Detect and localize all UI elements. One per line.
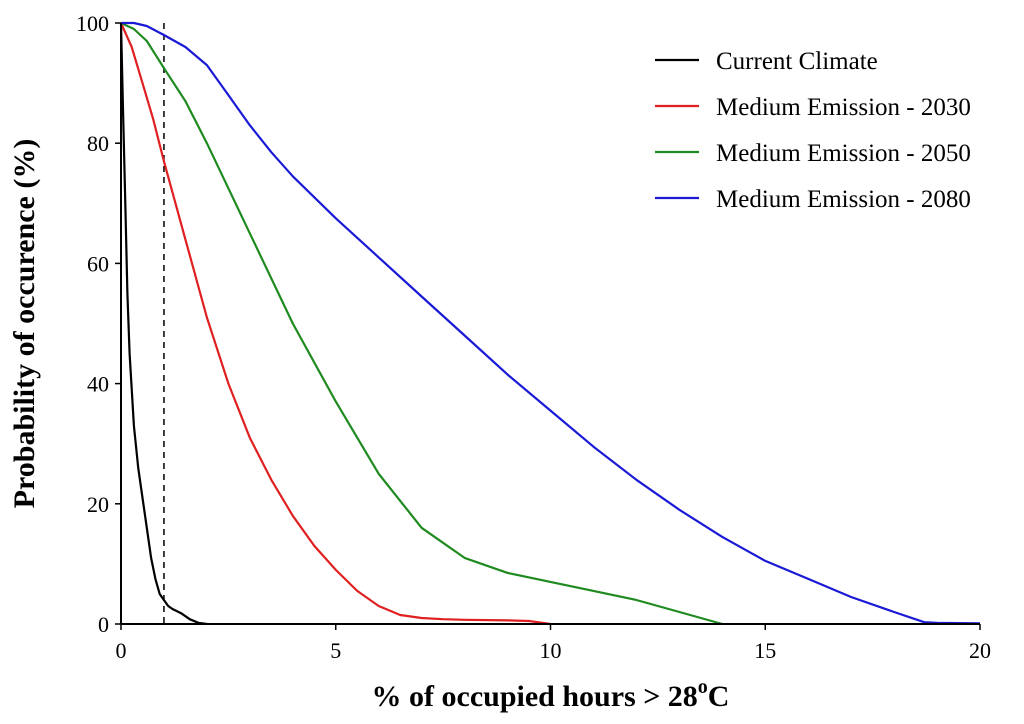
x-tick-label: 10 [540, 638, 562, 663]
x-axis-title-main: % of occupied hours > 28 [372, 680, 698, 713]
y-axis-title: Probability of occurence (%) [8, 139, 41, 509]
series-line-1 [119, 22, 208, 626]
x-tick-label: 15 [754, 638, 776, 663]
x-axis-title-unit: C [708, 680, 730, 713]
y-tick-label: 0 [98, 612, 109, 637]
legend: Current Climate Medium Emission - 2030 Med… [655, 48, 971, 213]
series-line-2 [119, 22, 551, 626]
y-tick-label: 20 [87, 492, 109, 517]
legend-label-3: Medium Emission - 2050 [716, 140, 971, 167]
ticks-layer: 0 5 10 15 20 0 20 40 60 80 100 [76, 11, 991, 663]
series-line-3 [120, 22, 723, 626]
y-tick-label: 40 [87, 372, 109, 397]
series-line-4 [121, 21, 981, 625]
legend-label-1: Current Climate [716, 48, 878, 75]
y-tick-label: 60 [87, 251, 109, 276]
x-tick-label: 5 [330, 638, 341, 663]
series-layer [119, 21, 981, 626]
x-axis-title-degree: o [698, 676, 708, 698]
y-tick-label: 80 [87, 131, 109, 156]
x-tick-label: 20 [969, 638, 991, 663]
legend-label-2: Medium Emission - 2030 [716, 94, 971, 121]
y-tick-label: 100 [76, 11, 109, 36]
legend-label-4: Medium Emission - 2080 [716, 186, 971, 213]
x-tick-label: 0 [116, 638, 127, 663]
x-axis-title: % of occupied hours > 28oC [372, 676, 730, 713]
